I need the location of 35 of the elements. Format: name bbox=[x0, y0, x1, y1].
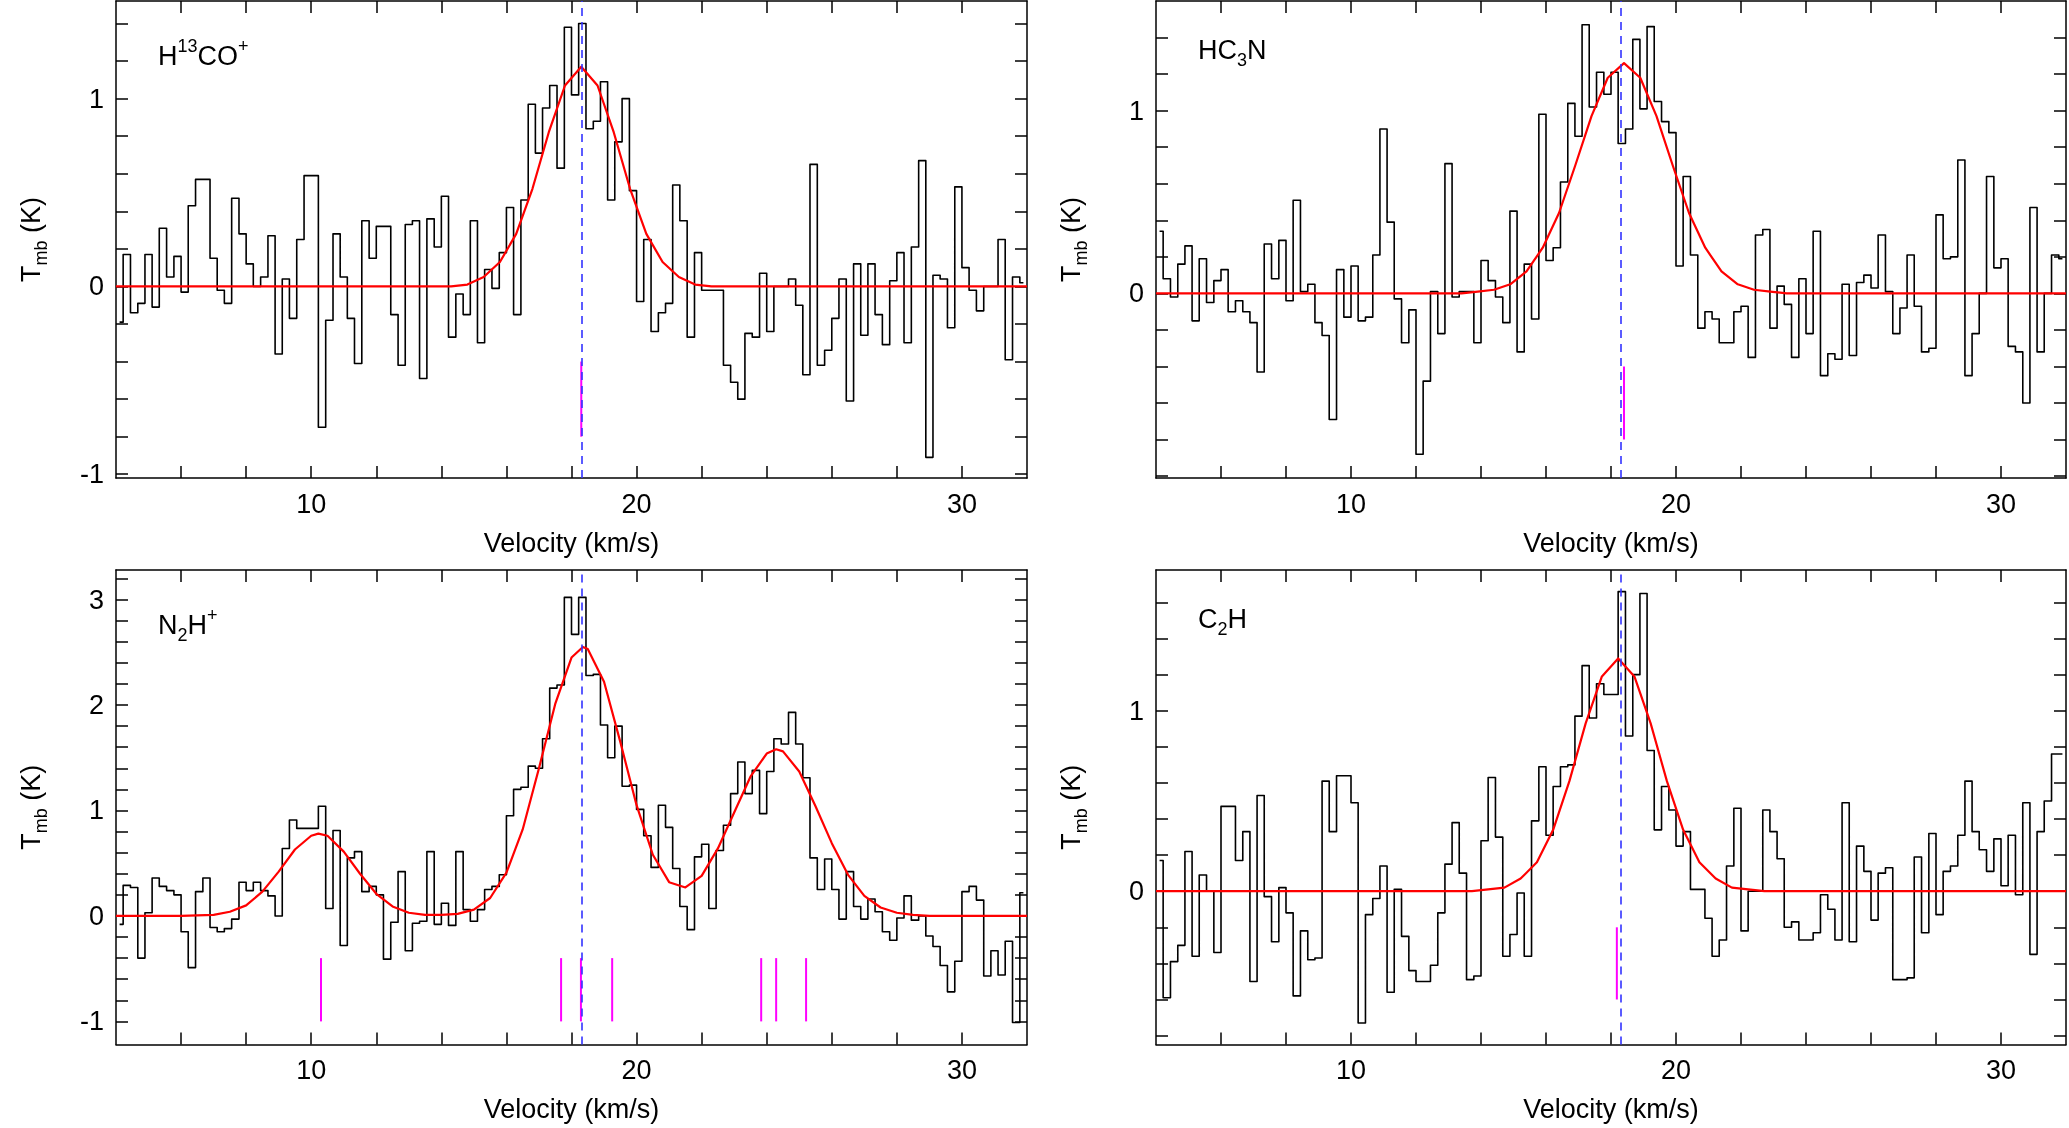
line-series bbox=[114, 645, 1029, 918]
y-axis-title: Tmb (K) bbox=[16, 197, 51, 282]
y-tick-label: 1 bbox=[1128, 695, 1144, 726]
y-tick-label: 1 bbox=[88, 795, 104, 826]
x-tick-label: 20 bbox=[1660, 1055, 1692, 1086]
x-tick-label: 20 bbox=[1660, 488, 1692, 519]
y-tick-label: 2 bbox=[88, 690, 104, 720]
x-tick-label: 10 bbox=[296, 1055, 327, 1086]
y-tick-label: -1 bbox=[79, 1006, 104, 1037]
x-tick-label: 30 bbox=[1985, 1055, 2017, 1086]
y-tick-label: 1 bbox=[88, 83, 104, 114]
x-tick-label: 10 bbox=[296, 488, 327, 519]
x-tick-label: 20 bbox=[621, 488, 652, 519]
x-axis-title: Velocity (km/s) bbox=[1523, 1094, 1699, 1125]
x-axis-title: Velocity (km/s) bbox=[483, 527, 660, 558]
y-tick-label: 0 bbox=[88, 271, 104, 302]
y-axis-title: Tmb (K) bbox=[16, 764, 51, 850]
x-tick-label: 10 bbox=[1335, 1055, 1367, 1086]
y-axis-title: Tmb (K) bbox=[1056, 764, 1091, 850]
line-series bbox=[1154, 657, 2068, 893]
y-axis-title: Tmb (K) bbox=[1056, 197, 1091, 282]
x-tick-label: 10 bbox=[1335, 488, 1367, 519]
y-tick-label: 0 bbox=[1128, 278, 1144, 309]
x-axis-title: Velocity (km/s) bbox=[483, 1094, 660, 1125]
y-tick-label: 3 bbox=[88, 584, 104, 615]
x-tick-label: 20 bbox=[621, 1055, 652, 1086]
y-tick-label: 0 bbox=[88, 900, 104, 931]
y-tick-label: -1 bbox=[79, 459, 104, 490]
y-tick-label: 1 bbox=[1128, 95, 1144, 126]
x-tick-label: 30 bbox=[1985, 488, 2017, 519]
y-tick-label: 0 bbox=[1128, 876, 1144, 907]
x-tick-label: 30 bbox=[946, 488, 977, 519]
line-series bbox=[114, 65, 1029, 288]
x-axis-title: Velocity (km/s) bbox=[1523, 527, 1699, 558]
x-tick-label: 30 bbox=[946, 1055, 977, 1086]
